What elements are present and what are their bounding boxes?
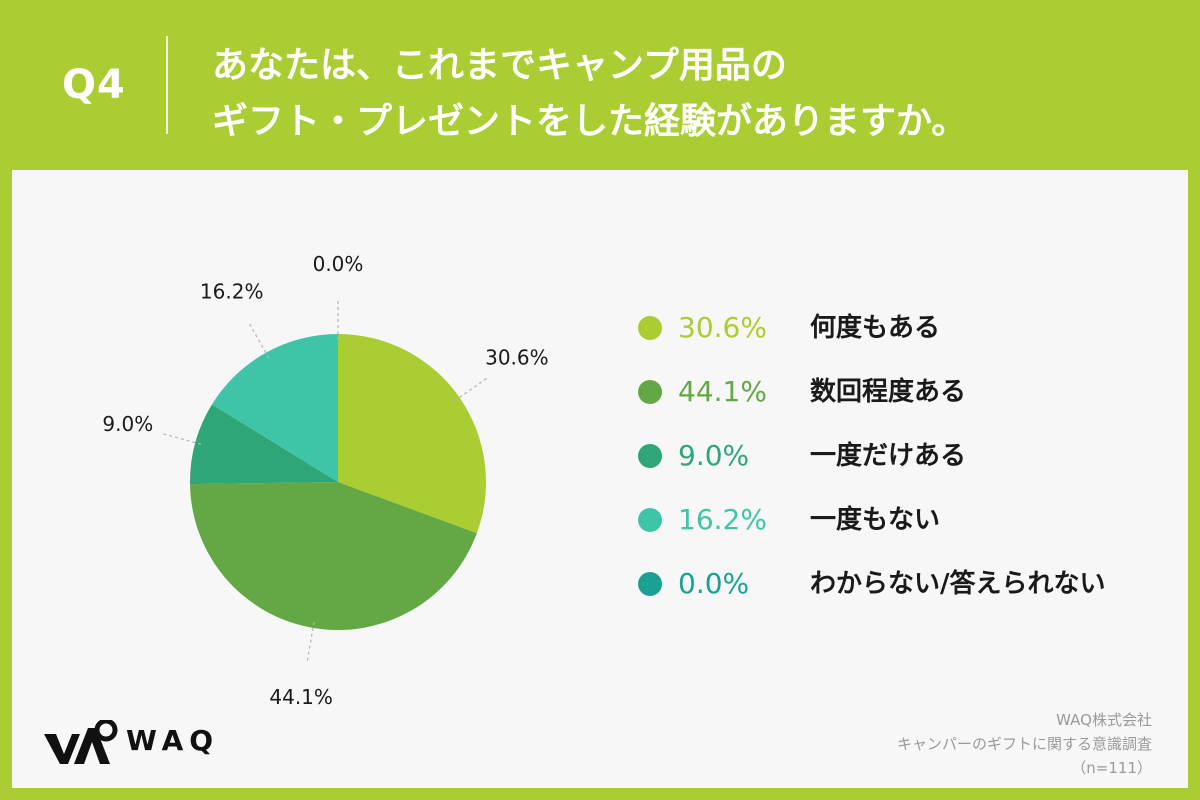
slice-label-1: 30.6% [485, 345, 549, 369]
pie-slice-2 [190, 482, 477, 631]
source-company: WAQ株式会社 [1056, 711, 1152, 729]
pie-slice-3 [189, 404, 338, 485]
pie-chart: 30.6% 44.1% 9.0% 16.2% 0.0% [102, 252, 549, 709]
header: Q4 あなたは、これまでキャンプ用品の ギフト・プレゼントをした経験がありますか… [0, 0, 1200, 170]
logo-text: WAQ [126, 724, 220, 757]
leader-line-2 [306, 621, 315, 662]
question-number: Q4 [62, 62, 126, 108]
legend-value: 30.6% [678, 311, 767, 344]
legend-value: 9.0% [678, 439, 750, 472]
pie-slice-4 [211, 334, 338, 482]
question-title: あなたは、これまでキャンプ用品の ギフト・プレゼントをした経験がありますか。 [212, 38, 967, 150]
chart-panel: 30.6% 44.1% 9.0% 16.2% 0.0% 30.6% 何度もある 44.1% 数… [12, 170, 1188, 788]
legend-item-4: 16.2% 一度もない [630, 502, 1190, 566]
waq-logo: WAQ [44, 720, 244, 764]
legend-label: 何度もある [810, 313, 941, 343]
legend-value: 44.1% [678, 375, 767, 408]
slice-label-2: 44.1% [269, 685, 333, 709]
legend-dot-icon [638, 444, 662, 468]
legend-label: 一度もない [810, 505, 941, 535]
source-sample-size: （n=111） [1071, 759, 1152, 777]
slice-label-3: 9.0% [102, 412, 153, 436]
legend-item-5: 0.0% わからない/答えられない [630, 566, 1190, 630]
source-survey: キャンパーのギフトに関する意識調査 [896, 735, 1152, 753]
legend-value: 16.2% [678, 503, 767, 536]
legend-dot-icon [638, 572, 662, 596]
legend-dot-icon [638, 316, 662, 340]
pie-slice-1 [338, 334, 486, 534]
question-line-2: ギフト・プレゼントをした経験がありますか。 [212, 101, 968, 142]
legend-item-3: 9.0% 一度だけある [630, 438, 1190, 502]
legend-label: 一度だけある [810, 441, 967, 471]
legend-dot-icon [638, 508, 662, 532]
legend: 30.6% 何度もある 44.1% 数回程度ある 9.0% 一度だけある 16.2% 一度もな… [630, 310, 1190, 630]
leader-line-3 [162, 433, 202, 445]
slice-label-4: 16.2% [200, 280, 264, 304]
leader-line-4 [248, 322, 270, 359]
slice-label-5: 0.0% [313, 252, 364, 276]
waq-logo-icon [44, 720, 118, 764]
legend-label: わからない/答えられない [810, 569, 1106, 599]
legend-dot-icon [638, 380, 662, 404]
question-line-1: あなたは、これまでキャンプ用品の [212, 45, 787, 86]
legend-label: 数回程度ある [810, 377, 967, 407]
legend-value: 0.0% [678, 567, 750, 600]
legend-item-2: 44.1% 数回程度ある [630, 374, 1190, 438]
legend-item-1: 30.6% 何度もある [630, 310, 1190, 374]
leader-line-1 [454, 377, 488, 402]
source-note: WAQ株式会社 キャンパーのギフトに関する意識調査 （n=111） [897, 708, 1152, 780]
header-divider [166, 36, 168, 134]
